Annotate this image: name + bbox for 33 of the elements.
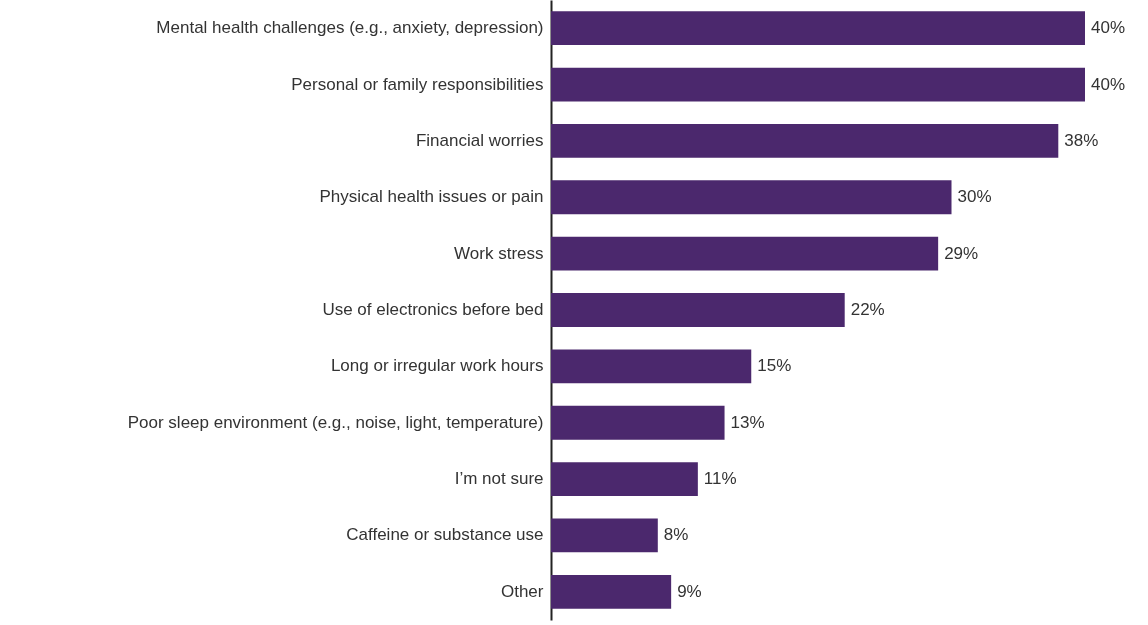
bar <box>551 574 672 609</box>
y-tick-label: Other <box>500 581 544 601</box>
bar <box>551 462 698 496</box>
data-label: 22% <box>850 300 885 319</box>
y-tick-label: Poor sleep environment (e.g., noise, light, temperature) <box>127 412 544 432</box>
y-tick-label: Financial worries <box>415 130 544 150</box>
bar <box>551 236 939 271</box>
bar <box>551 124 1059 158</box>
bar <box>551 67 1085 102</box>
bar <box>551 293 845 327</box>
y-tick-label: Physical health issues or pain <box>319 187 544 207</box>
data-label: 8% <box>663 525 689 545</box>
data-label: 40% <box>1091 74 1126 94</box>
bar <box>551 11 1085 46</box>
y-tick-label: Caffeine or substance use <box>346 525 544 545</box>
bar <box>551 518 658 553</box>
bar <box>551 349 752 384</box>
data-label: 40% <box>1091 18 1126 38</box>
y-tick-label: Work stress <box>454 243 544 263</box>
y-tick-label: I’m not sure <box>454 469 544 489</box>
y-tick-label: Personal or family responsibilities <box>291 74 544 94</box>
bar <box>551 405 725 440</box>
y-tick-label: Long or irregular work hours <box>330 356 544 376</box>
data-label: 38% <box>1064 130 1099 150</box>
data-label: 13% <box>730 412 765 432</box>
data-label: 15% <box>757 356 792 376</box>
data-label: 30% <box>957 187 992 207</box>
bar <box>551 180 952 215</box>
data-label: 9% <box>677 581 702 601</box>
data-label: 29% <box>944 243 979 263</box>
y-tick-label: Mental health challenges (e.g., anxiety, depression) <box>156 18 544 38</box>
data-label: 11% <box>703 469 737 489</box>
y-tick-label: Use of electronics before bed <box>322 300 544 319</box>
